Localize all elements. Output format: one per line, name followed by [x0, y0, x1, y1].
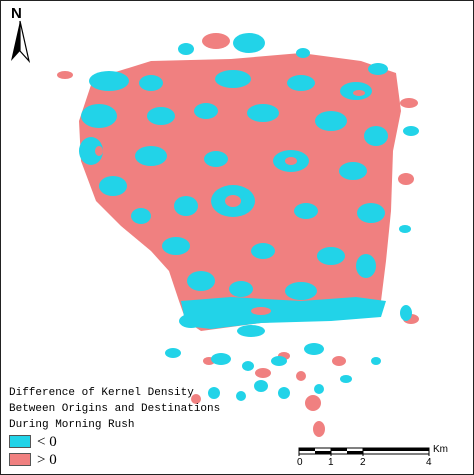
scale-bar-graphic [298, 447, 430, 456]
negative-region-blob [400, 305, 412, 321]
scale-tick-4: 4 [426, 457, 432, 468]
negative-region-blob [403, 126, 419, 136]
negative-region-blob [304, 343, 324, 355]
legend-label-positive: > 0 [37, 452, 57, 468]
negative-region-blob [135, 146, 167, 166]
negative-region-blob [251, 243, 275, 259]
negative-region-blob [371, 357, 381, 365]
positive-region-blob [255, 368, 271, 378]
positive-region-blob [353, 90, 365, 96]
negative-region-blob [99, 176, 127, 196]
negative-region-blob [314, 384, 324, 394]
negative-region-blob [356, 254, 376, 278]
positive-region-blob [398, 173, 414, 185]
negative-region-blob [194, 103, 218, 119]
negative-region-blob [204, 151, 228, 167]
negative-region-blob [165, 348, 181, 358]
negative-region-blob [131, 208, 151, 224]
negative-region-blob [357, 203, 385, 223]
legend-swatch-positive [9, 453, 31, 466]
negative-density-areas [79, 33, 419, 401]
legend-label-negative: < 0 [37, 434, 57, 450]
positive-region-blob [95, 146, 103, 156]
positive-region-blob [202, 33, 230, 49]
negative-region-blob [317, 247, 345, 265]
legend-title-line-1: Difference of Kernel Density [9, 387, 194, 399]
north-arrow-icon [11, 20, 31, 63]
positive-region-blob [400, 98, 418, 108]
negative-region-blob [236, 391, 246, 401]
negative-region-blob [208, 387, 220, 399]
negative-region-blob [364, 126, 388, 146]
legend: Difference of Kernel Density Between Ori… [9, 385, 249, 469]
positive-region-blob [340, 225, 352, 233]
negative-region-blob [315, 111, 347, 131]
negative-region-blob [247, 104, 279, 122]
negative-region-blob [339, 162, 367, 180]
legend-title-line-2: Between Origins and Destinations [9, 403, 221, 415]
legend-item-positive: > 0 [9, 452, 249, 469]
positive-region-blob [57, 71, 73, 79]
scale-tick-2: 2 [360, 457, 366, 468]
negative-region-blob [237, 325, 265, 337]
positive-region-blob [296, 371, 306, 381]
north-label: N [11, 5, 22, 22]
negative-region-band [181, 297, 386, 329]
scale-tick-1: 1 [328, 457, 334, 468]
scale-bar: Km 0 1 2 4 [297, 444, 448, 470]
positive-region-blob [332, 356, 346, 366]
negative-region-blob [242, 361, 254, 371]
negative-region-blob [79, 137, 103, 165]
negative-region-blob [139, 75, 163, 91]
negative-region-blob [89, 71, 129, 91]
negative-region-blob [399, 225, 411, 233]
negative-region-blob [285, 282, 317, 300]
positive-density-areas-overlay [95, 90, 365, 315]
negative-region-blob [211, 353, 231, 365]
negative-region-blob [178, 43, 194, 55]
positive-region-blob [313, 421, 325, 437]
positive-region-blob [191, 394, 201, 404]
negative-region-blob [187, 271, 215, 291]
negative-region-blob [340, 375, 352, 383]
negative-region-blob [294, 203, 318, 219]
negative-region-blob [233, 33, 265, 53]
negative-region-blob [278, 387, 290, 399]
negative-region-blob [271, 356, 287, 366]
negative-region-blob [229, 281, 253, 297]
positive-region-blob [225, 195, 241, 207]
positive-region-blob [305, 395, 321, 411]
negative-region-blob [162, 237, 190, 255]
negative-region-blob [81, 104, 117, 128]
legend-swatch-negative [9, 435, 31, 448]
negative-region-blob [174, 196, 198, 216]
negative-region-blob [179, 314, 203, 328]
positive-region-blob [113, 96, 129, 106]
negative-region-blob [254, 380, 268, 392]
negative-region-blob [296, 48, 310, 58]
negative-region-blob [368, 63, 388, 75]
scale-tick-0: 0 [297, 457, 303, 468]
negative-region-blob [147, 107, 175, 125]
legend-item-negative: < 0 [9, 434, 249, 451]
scale-unit-label: Km [433, 444, 448, 455]
legend-title-line-3: During Morning Rush [9, 419, 135, 431]
negative-region-blob [287, 75, 315, 91]
positive-region-blob [251, 307, 271, 315]
negative-region-blob [215, 70, 251, 88]
positive-region-blob [285, 157, 297, 165]
